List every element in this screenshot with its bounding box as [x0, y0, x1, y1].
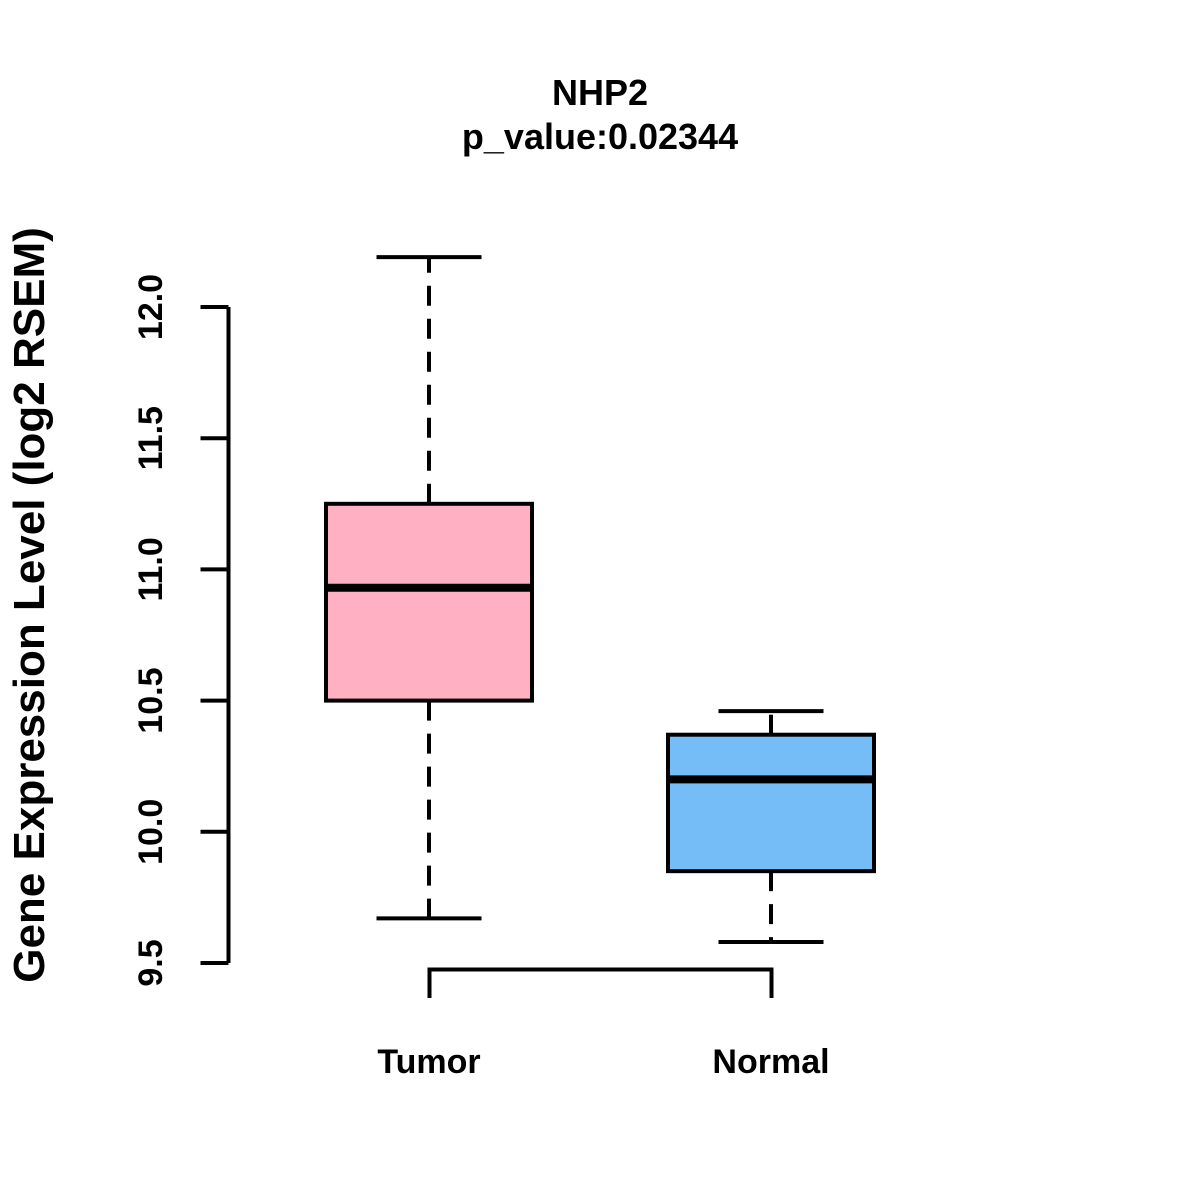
y-axis-label: Gene Expression Level (log2 RSEM) [5, 227, 54, 983]
chart-subtitle: p_value:0.02344 [462, 116, 738, 157]
category-label: Tumor [377, 1043, 480, 1081]
y-tick-label: 11.0 [132, 537, 170, 601]
y-tick-label: 12.0 [132, 274, 170, 340]
y-tick-label: 10.0 [132, 799, 170, 865]
iqr-box [666, 732, 876, 874]
chart-layer: 9.5 10.0 10.5 11.0 11.5 12.0 Tumor Normal [132, 255, 876, 1081]
chart-title: NHP2 [552, 72, 648, 113]
y-tick-label: 11.5 [132, 406, 170, 470]
iqr-box [324, 501, 534, 703]
y-tick-label: 10.5 [132, 668, 170, 734]
y-tick-label: 9.5 [132, 939, 170, 986]
category-label: Normal [712, 1043, 829, 1081]
x-axis-bracket [427, 967, 774, 998]
